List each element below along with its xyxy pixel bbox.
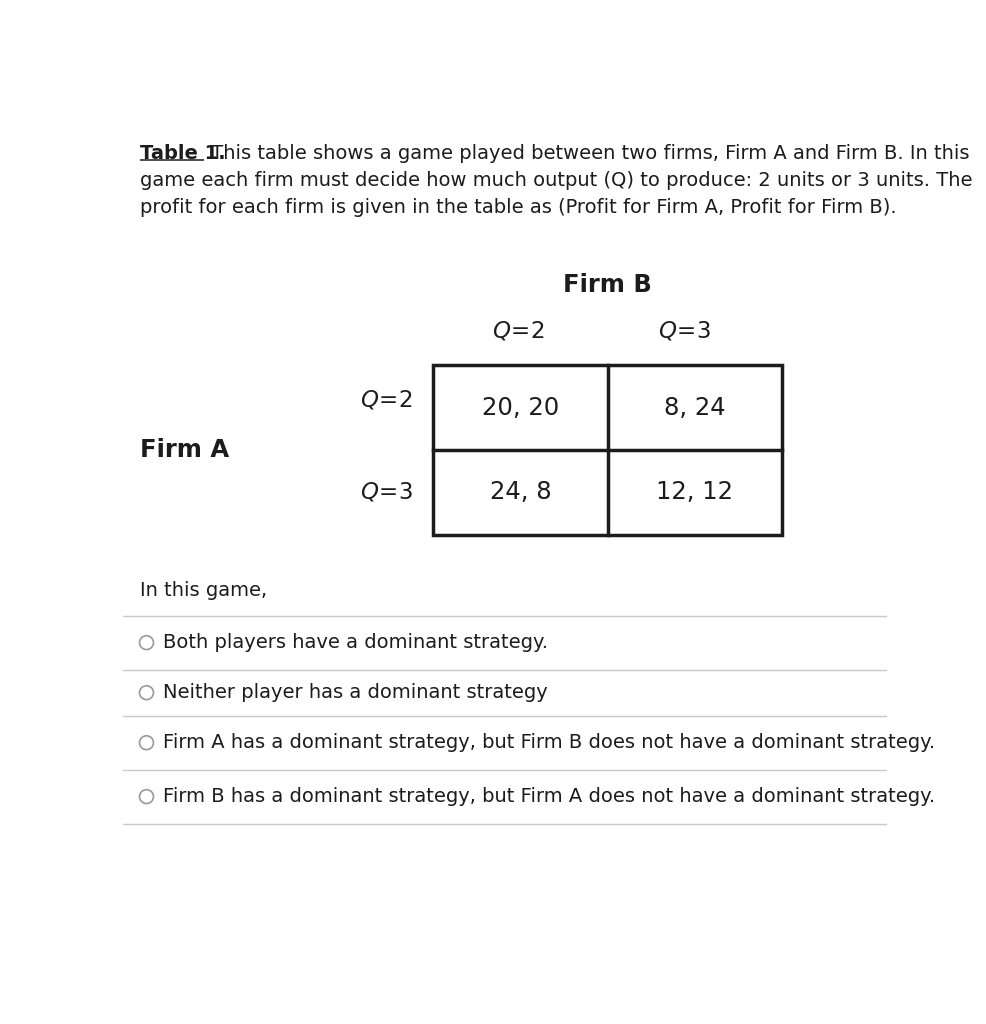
Text: 8, 24: 8, 24 bbox=[664, 396, 726, 420]
Text: $\mathit{Q}\!=\!3$: $\mathit{Q}\!=\!3$ bbox=[659, 319, 712, 342]
Text: Firm B has a dominant strategy, but Firm A does not have a dominant strategy.: Firm B has a dominant strategy, but Firm… bbox=[163, 787, 935, 806]
Text: Table 1.: Table 1. bbox=[140, 144, 226, 164]
Bar bbox=[433, 366, 782, 535]
Text: Firm A has a dominant strategy, but Firm B does not have a dominant strategy.: Firm A has a dominant strategy, but Firm… bbox=[163, 733, 935, 753]
Text: Both players have a dominant strategy.: Both players have a dominant strategy. bbox=[163, 633, 548, 652]
Text: $\mathit{Q}\!=\!2$: $\mathit{Q}\!=\!2$ bbox=[492, 319, 545, 342]
Text: Neither player has a dominant strategy: Neither player has a dominant strategy bbox=[163, 683, 547, 702]
Text: 20, 20: 20, 20 bbox=[482, 396, 559, 420]
Text: 24, 8: 24, 8 bbox=[490, 480, 551, 505]
Text: Firm B: Firm B bbox=[563, 273, 652, 297]
Text: $\mathit{Q}\!=\!2$: $\mathit{Q}\!=\!2$ bbox=[360, 388, 413, 412]
Text: This table shows a game played between two firms, Firm A and Firm B. In this: This table shows a game played between t… bbox=[205, 144, 970, 164]
Text: game each firm must decide how much output (Q) to produce: 2 units or 3 units. T: game each firm must decide how much outp… bbox=[140, 171, 973, 190]
Text: 12, 12: 12, 12 bbox=[657, 480, 734, 505]
Text: $\mathit{Q}\!=\!3$: $\mathit{Q}\!=\!3$ bbox=[360, 481, 413, 504]
Text: profit for each firm is given in the table as (Profit for Firm A, Profit for Fir: profit for each firm is given in the tab… bbox=[140, 199, 897, 217]
Text: In this game,: In this game, bbox=[140, 581, 267, 600]
Text: Firm A: Firm A bbox=[140, 438, 230, 462]
